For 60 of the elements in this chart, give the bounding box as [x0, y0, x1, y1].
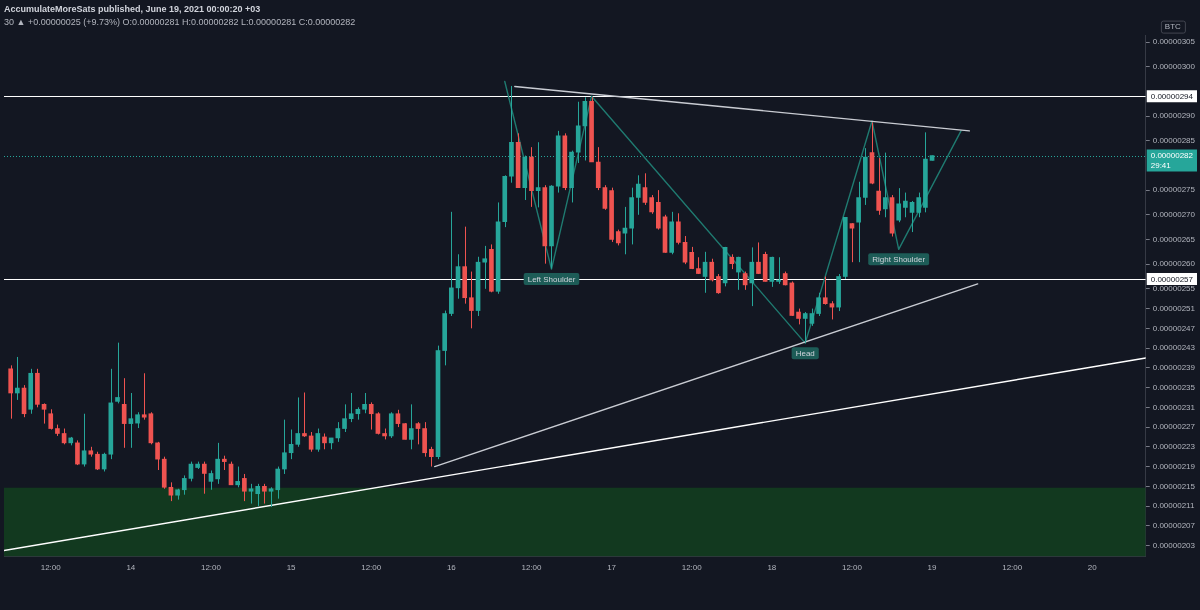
annotation: Head	[795, 348, 815, 358]
x-tick-label: 20	[1087, 563, 1098, 573]
candlestick	[175, 488, 180, 501]
annotation: Left Shoulder	[527, 274, 576, 284]
x-tick-label: 12:00	[1002, 563, 1023, 573]
annotation: Right Shoulder	[872, 255, 926, 265]
y-tick-label: 0.00000285	[1152, 135, 1196, 145]
candlestick	[402, 422, 407, 440]
y-tick-label: 0.00000300	[1152, 61, 1196, 71]
y-tick-label: 0.00000239	[1152, 363, 1196, 373]
y-tick-label: 0.00000207	[1152, 521, 1196, 530]
x-tick-label: 12:00	[200, 563, 222, 573]
candlestick	[115, 342, 120, 404]
x-tick-label: 17	[607, 563, 617, 573]
x-tick-label: 12:00	[841, 563, 863, 573]
y-tick-label: 0.00000231	[1152, 402, 1196, 412]
y-tick-label: 0.00000227	[1152, 422, 1196, 432]
candlestick	[348, 392, 354, 423]
candlestick	[362, 392, 367, 414]
y-tick-label: 0.00000235	[1152, 382, 1196, 392]
ref-line-label: 0.00000294	[1150, 92, 1194, 102]
candlestick	[88, 446, 94, 458]
candlestick	[822, 276, 828, 306]
y-tick-label: 0.00000275	[1152, 185, 1196, 195]
chart-title: AccumulateMoreSats published, June 19, 2021 00:00:20 +03	[4, 3, 261, 14]
x-tick-label: 12:00	[361, 563, 382, 573]
y-tick-label: 0.00000215	[1152, 481, 1196, 491]
x-tick-label: 12:00	[681, 563, 703, 573]
y-tick-label: 0.00000219	[1152, 461, 1196, 471]
y-tick-label: 0.00000290	[1152, 111, 1196, 121]
x-tick-label: 12:00	[521, 563, 543, 573]
candlestick	[802, 311, 808, 344]
y-tick-label: 0.00000203	[1152, 540, 1196, 550]
x-tick-label: 12:00	[40, 563, 62, 573]
candlestick	[55, 424, 60, 437]
y-tick-label: 0.00000305	[1152, 37, 1196, 47]
x-tick-label: 14	[126, 563, 136, 573]
chart-subtitle: 30 ▲ +0.00000025 (+9.73%) O:0.00000281 H:0.00000282 L:0.00000281 C:0.00000282	[4, 16, 356, 27]
y-tick-label: 0.00000223	[1152, 442, 1196, 452]
y-tick-label: 0.00000265	[1152, 234, 1196, 244]
candlestick	[482, 245, 488, 290]
candlestick	[262, 483, 267, 505]
y-tick-label: 0.00000255	[1152, 284, 1196, 294]
ref-line-label: 0.00000282	[1150, 151, 1194, 161]
candlestick	[342, 403, 347, 433]
y-tick-label: 0.00000251	[1152, 303, 1196, 313]
y-axis-title: BTC	[1164, 22, 1182, 32]
y-tick-label: 0.00000247	[1152, 323, 1196, 333]
y-tick-label: 0.00000243	[1152, 343, 1196, 353]
text: 29:41	[1150, 161, 1172, 171]
y-tick-label: 0.00000211	[1152, 501, 1195, 511]
x-tick-label: 18	[767, 563, 777, 573]
ref-line-label: 0.00000257	[1150, 274, 1194, 284]
x-tick-label: 19	[927, 563, 938, 573]
x-tick-label: 16	[446, 563, 457, 573]
candlestick	[141, 372, 147, 421]
candlestick	[696, 256, 701, 275]
y-tick-label: 0.00000270	[1152, 210, 1196, 219]
x-tick-label: 15	[286, 563, 297, 573]
y-tick-label: 0.00000260	[1152, 259, 1196, 269]
